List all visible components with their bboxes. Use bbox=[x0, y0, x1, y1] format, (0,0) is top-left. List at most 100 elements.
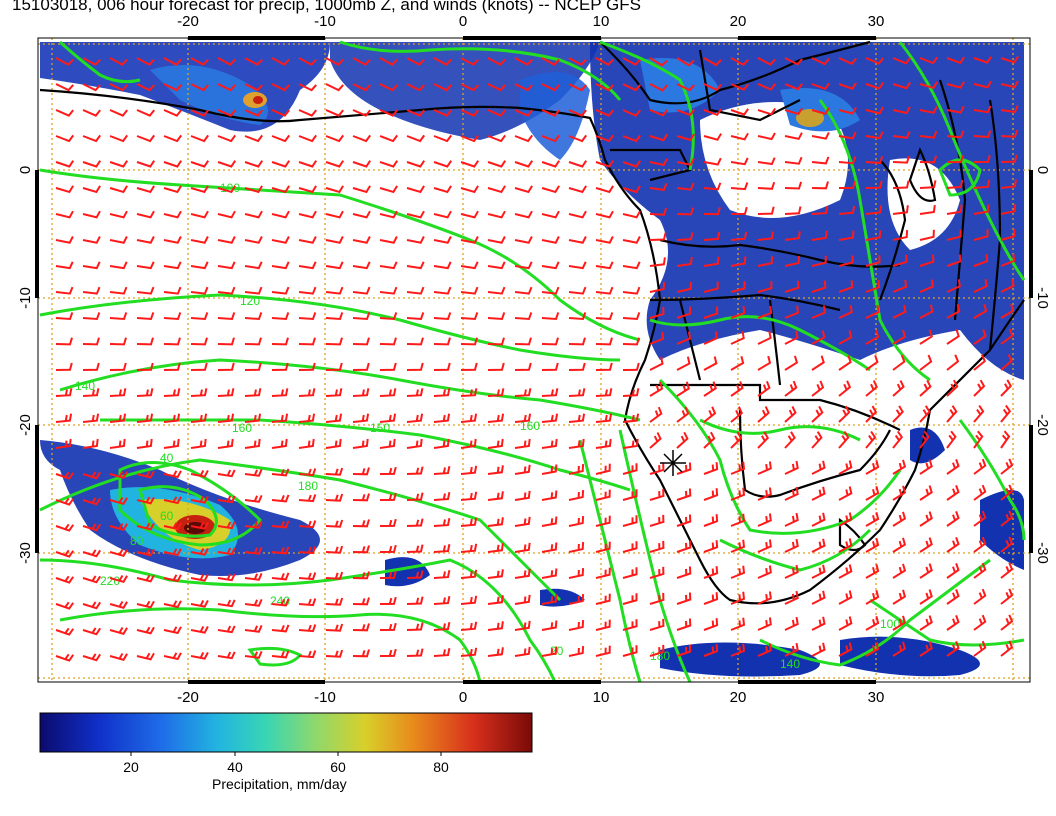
wind-barb bbox=[973, 56, 993, 64]
wind-barb bbox=[406, 413, 424, 423]
wind-barb bbox=[946, 254, 962, 267]
wind-barb bbox=[595, 261, 614, 270]
wind-barb bbox=[973, 640, 987, 657]
wind-barb bbox=[55, 497, 75, 506]
wind-barb bbox=[55, 286, 74, 295]
wind-barb bbox=[460, 312, 479, 321]
wind-barb bbox=[622, 109, 641, 117]
wind-barb bbox=[946, 537, 960, 553]
wind-barb bbox=[541, 362, 559, 371]
wind-barb bbox=[406, 83, 425, 92]
wind-barb bbox=[1000, 303, 1015, 319]
wind-barb bbox=[838, 512, 853, 527]
wind-barb bbox=[568, 464, 585, 475]
wind-barb bbox=[865, 380, 878, 397]
wind-barb bbox=[1000, 154, 1018, 163]
wind-barb bbox=[325, 337, 343, 346]
wind-barb bbox=[487, 134, 507, 143]
wind-barb bbox=[892, 57, 911, 65]
wind-barb bbox=[352, 185, 371, 194]
wind-barb bbox=[622, 236, 641, 244]
wind-barb bbox=[730, 406, 744, 423]
wind-barb bbox=[190, 57, 209, 66]
wind-barb bbox=[865, 511, 880, 527]
wind-barb bbox=[811, 486, 826, 501]
wind-barb bbox=[595, 619, 611, 631]
lon-tick-label: 10 bbox=[593, 689, 610, 706]
wind-barb bbox=[487, 465, 504, 475]
wind-barb bbox=[433, 438, 450, 449]
wind-barb bbox=[757, 355, 772, 371]
wind-barb bbox=[82, 236, 101, 244]
wind-barb bbox=[190, 261, 209, 270]
wind-barb bbox=[784, 512, 799, 527]
wind-barb bbox=[487, 261, 506, 270]
wind-barb bbox=[460, 569, 478, 579]
wind-barb bbox=[946, 354, 960, 371]
wind-barb bbox=[190, 599, 209, 608]
wind-barb bbox=[595, 185, 614, 194]
wind-barb bbox=[1000, 458, 1014, 475]
wind-barb bbox=[811, 380, 825, 397]
wind-barb bbox=[946, 204, 963, 215]
wind-barb bbox=[325, 438, 342, 449]
wind-barb bbox=[1000, 179, 1017, 189]
wind-barb bbox=[838, 82, 858, 90]
wind-barb bbox=[325, 571, 344, 580]
wind-barb bbox=[190, 83, 209, 92]
wind-barb bbox=[865, 589, 880, 605]
wind-barb bbox=[244, 625, 263, 633]
wind-barb bbox=[433, 544, 451, 553]
wind-barb bbox=[919, 641, 933, 657]
wind-barb bbox=[703, 406, 717, 423]
wind-barb bbox=[784, 206, 802, 215]
wind-barb bbox=[514, 362, 532, 371]
wind-barb bbox=[568, 236, 587, 244]
wind-barb bbox=[784, 231, 801, 241]
wind-barb bbox=[595, 236, 614, 244]
wind-barb bbox=[82, 57, 101, 66]
wind-barb bbox=[217, 261, 236, 270]
wind-barb bbox=[919, 229, 935, 241]
wind-barb bbox=[811, 330, 826, 345]
wind-barb bbox=[298, 286, 317, 295]
wind-barb bbox=[568, 83, 587, 92]
wind-barb bbox=[244, 599, 263, 607]
wind-barb bbox=[865, 82, 885, 90]
wind-barb bbox=[244, 438, 261, 449]
wind-barb bbox=[190, 438, 207, 449]
map-title: 15103018, 006 hour forecast for precip, … bbox=[12, 0, 641, 14]
wind-barb bbox=[595, 57, 614, 66]
wind-barb bbox=[109, 134, 129, 143]
wind-barb bbox=[352, 160, 372, 168]
wind-barb bbox=[568, 160, 588, 168]
wind-barb bbox=[82, 210, 101, 219]
lon-tick-label: 30 bbox=[868, 689, 885, 706]
wind-barb bbox=[541, 261, 560, 270]
wind-barb bbox=[487, 83, 506, 92]
wind-barb bbox=[82, 337, 100, 346]
wind-barb bbox=[676, 306, 692, 319]
lon-labels-bottom: -20 -10 0 10 20 30 bbox=[177, 689, 884, 706]
wind-barb bbox=[271, 185, 290, 194]
wind-barb bbox=[973, 154, 991, 163]
wind-barb bbox=[55, 471, 75, 480]
colorbar-tick-label: 40 bbox=[227, 759, 243, 775]
wind-barb bbox=[730, 256, 747, 267]
wind-barb bbox=[271, 134, 291, 143]
wind-barb bbox=[487, 362, 505, 371]
wind-barb bbox=[541, 109, 560, 117]
wind-barb bbox=[946, 155, 964, 164]
wind-barb bbox=[973, 279, 988, 293]
wind-barb bbox=[1000, 562, 1014, 579]
wind-barb bbox=[838, 330, 853, 345]
wind-barb bbox=[1000, 379, 1013, 397]
wind-barb bbox=[271, 624, 290, 633]
wind-barb bbox=[892, 205, 909, 215]
wind-barb bbox=[82, 575, 102, 584]
wind-barb bbox=[622, 160, 642, 168]
wind-barb bbox=[811, 512, 826, 527]
wind-barb bbox=[514, 516, 531, 527]
wind-barb bbox=[514, 83, 533, 92]
